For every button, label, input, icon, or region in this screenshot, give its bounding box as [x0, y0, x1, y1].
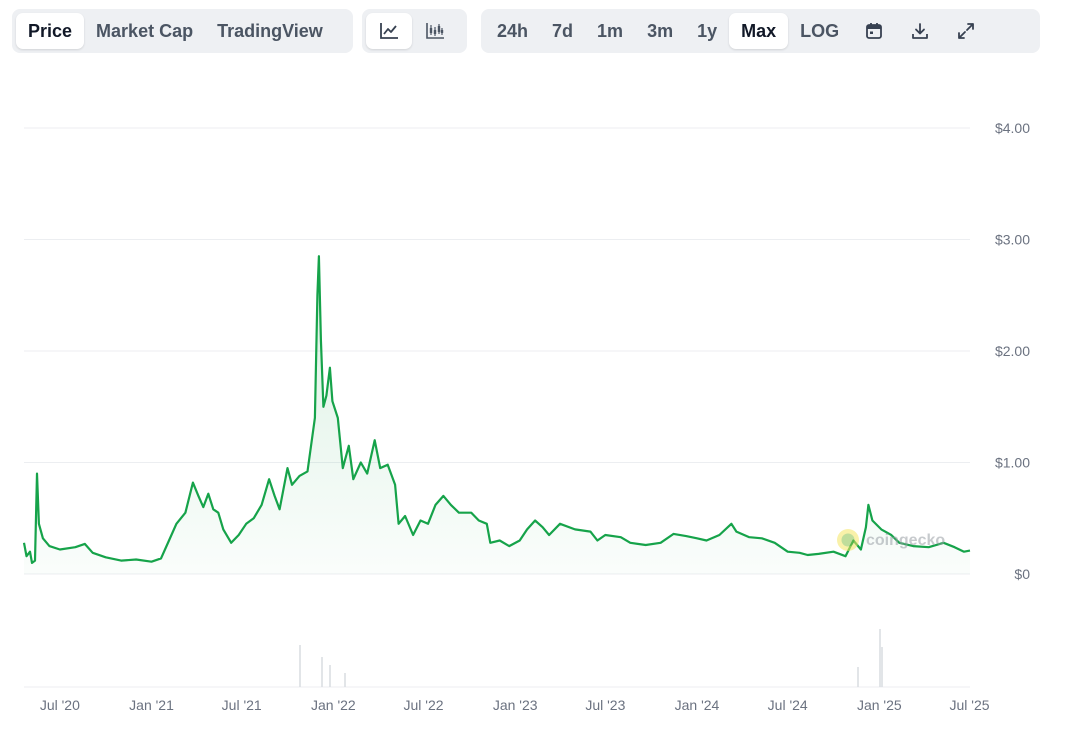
x-tick-label: Jul '22: [404, 697, 444, 713]
tab-market-cap[interactable]: Market Cap: [96, 20, 194, 41]
expand-icon: [958, 23, 975, 39]
y-tick-label: $0: [1014, 566, 1030, 582]
log-scale-toggle[interactable]: LOG: [800, 20, 840, 41]
x-tick-label: Jan '24: [675, 697, 720, 713]
fullscreen-button[interactable]: [943, 13, 989, 49]
price-area: [24, 256, 970, 574]
line-chart-button[interactable]: [366, 13, 412, 49]
x-tick-label: Jul '24: [768, 697, 808, 713]
candlestick-chart-button[interactable]: [412, 13, 458, 49]
time-range-tabs: 24h 7d 1m 3m 1y Max LOG: [481, 9, 1040, 53]
calendar-button[interactable]: [851, 13, 897, 49]
price-line: [22, 255, 971, 564]
download-button[interactable]: [897, 13, 943, 49]
range-3m[interactable]: 3m: [647, 20, 674, 41]
download-icon: [912, 23, 929, 39]
line-chart-icon: [380, 23, 398, 39]
x-tick-label: Jul '25: [949, 697, 989, 713]
candlestick-chart-icon: [426, 23, 444, 39]
volume-bars: [24, 629, 970, 688]
x-axis: Jul '20 Jan '21 Jul '21 Jan '22 Jul '22 Jan '…: [40, 697, 990, 713]
y-tick-label: $3.00: [995, 232, 1030, 248]
y-axis: $0 $1.00 $2.00 $3.00 $4.00: [995, 120, 1030, 582]
x-tick-label: Jul '20: [40, 697, 80, 713]
x-tick-label: Jan '22: [311, 697, 356, 713]
watermark-text: coingecko: [866, 532, 945, 549]
x-tick-label: Jan '23: [493, 697, 538, 713]
tab-price[interactable]: Price: [16, 13, 85, 49]
coingecko-logo-inner: [841, 533, 855, 547]
chart-type-toggle: [362, 9, 467, 53]
x-tick-label: Jan '25: [857, 697, 902, 713]
x-tick-label: Jul '21: [222, 697, 262, 713]
y-gridlines: [24, 127, 970, 575]
range-1m[interactable]: 1m: [597, 20, 624, 41]
view-tabs: Price Market Cap TradingView: [12, 9, 353, 53]
x-tick-label: Jan '21: [129, 697, 174, 713]
calendar-icon: [866, 23, 883, 39]
y-tick-label: $1.00: [995, 455, 1030, 471]
y-tick-label: $2.00: [995, 343, 1030, 359]
range-1y[interactable]: 1y: [697, 20, 718, 41]
x-tick-label: Jul '23: [585, 697, 625, 713]
tab-tradingview[interactable]: TradingView: [217, 20, 323, 41]
y-tick-label: $4.00: [995, 120, 1030, 136]
coingecko-watermark: coingecko: [837, 529, 945, 551]
range-24h[interactable]: 24h: [497, 20, 529, 41]
range-max[interactable]: Max: [729, 13, 789, 49]
range-7d[interactable]: 7d: [552, 20, 574, 41]
